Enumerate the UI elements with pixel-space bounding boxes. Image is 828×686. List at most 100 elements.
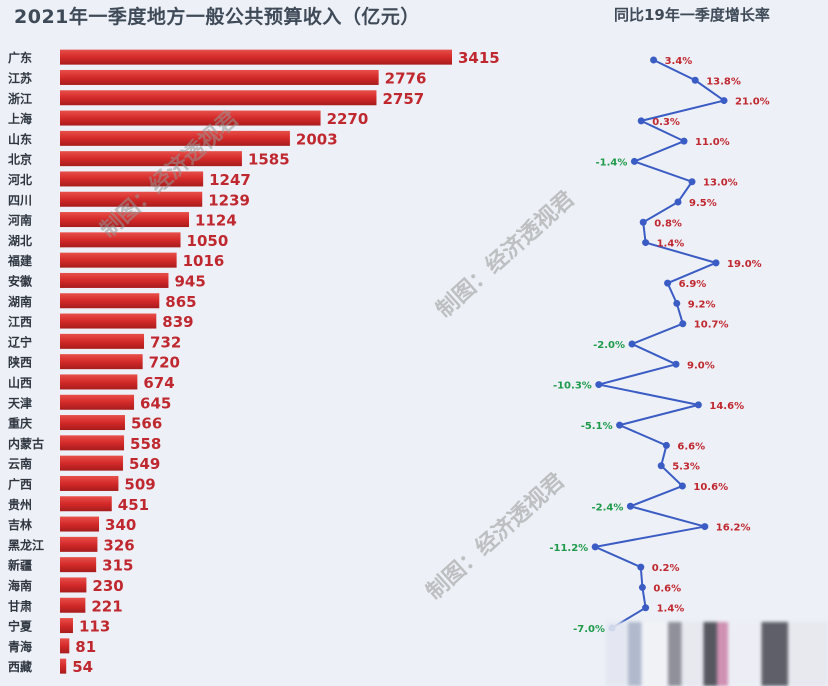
category-label: 青海 <box>8 639 32 654</box>
bar-value-label: 2757 <box>382 90 424 108</box>
growth-point <box>591 543 599 551</box>
revenue-bar <box>60 212 190 228</box>
growth-chart-title: 同比19年一季度增长率 <box>614 6 770 24</box>
growth-point <box>691 76 699 84</box>
category-label: 河南 <box>7 213 32 228</box>
growth-value-label: -1.4% <box>596 157 628 168</box>
growth-value-label: -10.3% <box>553 381 592 392</box>
revenue-bar <box>60 69 379 85</box>
chart-title: 2021年一季度地方一般公共预算收入（亿元） <box>14 6 420 28</box>
bar-value-label: 113 <box>79 618 110 636</box>
bar-value-label: 3415 <box>458 49 500 67</box>
growth-value-label: 0.3% <box>652 117 680 128</box>
bar-value-label: 1247 <box>209 171 251 189</box>
category-label: 广东 <box>8 50 32 65</box>
growth-value-label: 16.2% <box>716 523 751 534</box>
growth-point <box>657 462 665 470</box>
bar-value-label: 558 <box>130 435 161 453</box>
category-label: 福建 <box>7 253 33 268</box>
category-label: 黑龙江 <box>8 537 44 552</box>
growth-value-label: 1.4% <box>657 239 685 250</box>
growth-value-label: -7.0% <box>573 624 605 635</box>
growth-value-label: -2.0% <box>593 340 625 351</box>
revenue-bar <box>60 151 242 167</box>
revenue-bar <box>60 658 67 674</box>
growth-value-label: 0.8% <box>654 218 682 229</box>
category-label: 重庆 <box>8 416 32 431</box>
growth-value-label: 5.3% <box>672 462 700 473</box>
growth-point <box>662 441 670 449</box>
growth-value-label: -5.1% <box>581 421 613 432</box>
growth-value-label: 10.6% <box>693 482 728 493</box>
bar-value-label: 865 <box>165 293 196 311</box>
growth-value-label: 10.7% <box>694 320 729 331</box>
growth-point <box>639 218 647 226</box>
category-label: 北京 <box>8 152 32 167</box>
revenue-bar <box>60 333 145 349</box>
revenue-bar <box>60 171 204 187</box>
category-label: 甘肃 <box>8 598 32 613</box>
growth-value-label: 13.8% <box>706 76 741 87</box>
category-label: 新疆 <box>8 558 32 573</box>
category-label: 海南 <box>8 578 32 593</box>
bar-value-label: 839 <box>162 313 193 331</box>
bar-value-label: 566 <box>131 415 162 433</box>
growth-value-label: 9.2% <box>688 299 716 310</box>
category-label: 辽宁 <box>8 334 32 349</box>
bar-value-label: 645 <box>140 394 171 412</box>
growth-value-label: 6.6% <box>677 441 705 452</box>
category-label: 安徽 <box>8 273 33 288</box>
revenue-bar <box>60 110 321 126</box>
revenue-bar <box>60 557 97 573</box>
revenue-bar <box>60 293 160 309</box>
growth-point <box>638 583 646 591</box>
bar-value-label: 549 <box>129 455 160 473</box>
revenue-bar <box>60 130 290 146</box>
category-label: 贵州 <box>8 497 32 512</box>
revenue-bar <box>60 496 112 512</box>
growth-value-label: 9.5% <box>689 198 717 209</box>
category-label: 湖南 <box>8 294 32 309</box>
category-label: 内蒙古 <box>8 436 44 451</box>
growth-value-label: 1.4% <box>657 604 685 615</box>
category-label: 四川 <box>8 193 32 207</box>
growth-value-label: 3.4% <box>665 56 693 67</box>
revenue-bar <box>60 354 143 370</box>
revenue-bar <box>60 313 157 329</box>
bar-value-label: 2270 <box>327 110 369 128</box>
growth-value-label: -2.4% <box>592 502 624 513</box>
category-label: 吉林 <box>8 517 32 532</box>
growth-point <box>678 482 686 490</box>
growth-point <box>630 157 638 165</box>
category-label: 河北 <box>7 172 32 187</box>
category-label: 江苏 <box>8 70 32 85</box>
category-label: 山西 <box>8 375 32 390</box>
category-label: 云南 <box>8 456 32 471</box>
revenue-bar <box>60 618 73 634</box>
revenue-bar <box>60 90 377 106</box>
growth-point <box>616 421 624 429</box>
category-label: 宁夏 <box>8 619 33 634</box>
growth-point <box>672 360 680 368</box>
growth-point <box>642 239 650 247</box>
growth-point <box>642 604 650 612</box>
growth-value-label: 11.0% <box>695 137 730 148</box>
category-label: 湖北 <box>8 233 32 248</box>
growth-value-label: 0.2% <box>652 563 680 574</box>
bar-value-label: 1050 <box>187 232 229 250</box>
bar-value-label: 2776 <box>385 69 427 87</box>
growth-point <box>595 381 603 389</box>
bar-value-label: 674 <box>143 374 174 392</box>
revenue-bar <box>60 597 86 613</box>
revenue-bar <box>60 536 98 552</box>
bar-value-label: 451 <box>118 496 149 514</box>
bar-value-label: 230 <box>92 577 123 595</box>
bar-value-label: 1239 <box>208 191 250 209</box>
bar-value-label: 509 <box>124 475 155 493</box>
category-label: 天津 <box>8 395 32 410</box>
bar-value-label: 54 <box>72 658 93 676</box>
blurred-overlay <box>606 622 828 686</box>
bar-value-label: 945 <box>174 272 205 290</box>
category-label: 陕西 <box>8 355 32 370</box>
